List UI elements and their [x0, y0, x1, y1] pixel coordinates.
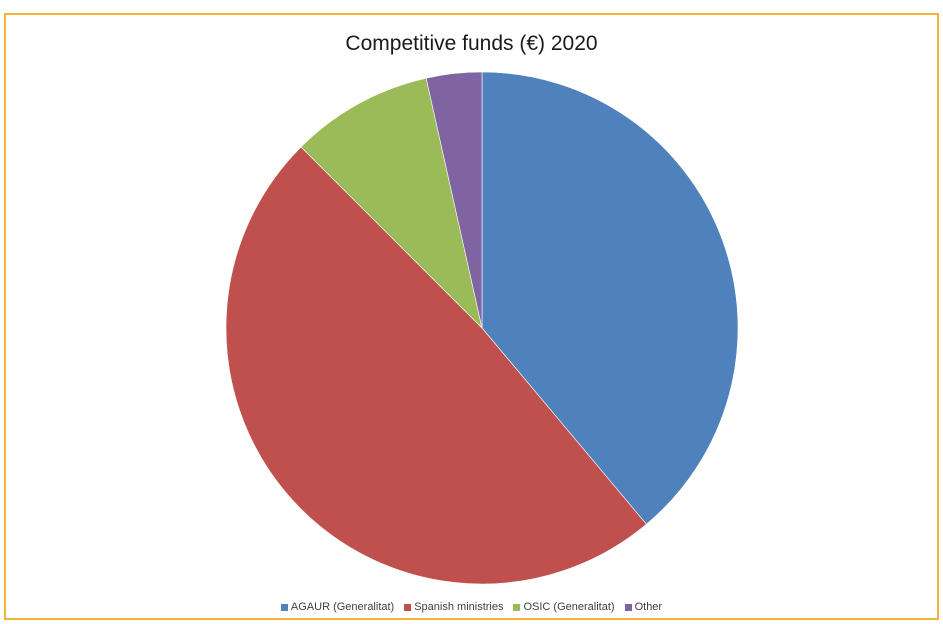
- pie-slice-0: [481, 71, 739, 525]
- legend-swatch: [513, 603, 521, 611]
- legend-item: Spanish ministries: [404, 601, 503, 613]
- chart-title: Competitive funds (€) 2020: [345, 32, 598, 55]
- legend-swatch: [404, 603, 412, 611]
- pie-slice-1: [225, 146, 647, 585]
- legend-label: Other: [634, 601, 663, 613]
- chart-legend: AGAUR (Generalitat) Spanish ministries OSI…: [6, 601, 937, 613]
- pie-slice-3: [425, 71, 483, 329]
- legend-item: OSIC (Generalitat): [513, 601, 615, 613]
- legend-item: AGAUR (Generalitat): [280, 601, 395, 613]
- legend-label: Spanish ministries: [414, 601, 504, 613]
- legend-label: AGAUR (Generalitat): [290, 601, 395, 613]
- legend-swatch: [280, 603, 288, 611]
- legend-label: OSIC (Generalitat): [523, 601, 615, 613]
- legend-item: Other: [624, 601, 663, 613]
- legend-swatch: [624, 603, 632, 611]
- pie-slice-2: [300, 77, 483, 329]
